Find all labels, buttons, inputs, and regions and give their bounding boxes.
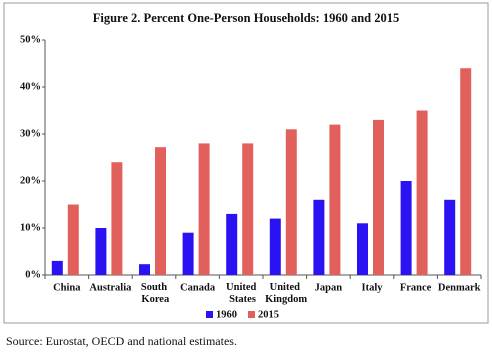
- bar: [242, 143, 254, 275]
- bar: [416, 110, 428, 275]
- bar: [51, 260, 63, 275]
- x-tick-label: United States: [226, 282, 256, 305]
- bar: [285, 129, 297, 275]
- legend-swatch: [206, 311, 213, 318]
- bar: [155, 147, 166, 275]
- x-tick-label: France: [400, 282, 432, 293]
- bar: [329, 124, 341, 275]
- bar: [111, 162, 123, 275]
- x-tick-label: Australia: [89, 282, 132, 293]
- bar: [139, 264, 150, 275]
- y-tick-label: 40%: [20, 81, 41, 92]
- legend-label: 1960: [216, 309, 237, 320]
- chart-frame: [3, 2, 489, 324]
- bar: [400, 181, 412, 275]
- x-tick-label: Denmark: [438, 282, 481, 293]
- y-tick-label: 30%: [20, 128, 41, 139]
- y-tick-label: 50%: [20, 34, 41, 45]
- x-tick-label: Canada: [180, 282, 216, 293]
- bar: [226, 213, 238, 275]
- x-tick-label: United Kingdom: [262, 282, 307, 305]
- bar: [373, 119, 384, 276]
- bar: [444, 199, 456, 275]
- x-tick-label: Japan: [315, 282, 343, 293]
- bar: [67, 204, 79, 275]
- source-note: Source: Eurostat, OECD and national esti…: [6, 334, 237, 348]
- y-tick-label: 0%: [25, 269, 41, 280]
- legend-swatch: [248, 311, 255, 318]
- bar: [460, 68, 472, 275]
- y-tick-label: 10%: [20, 222, 41, 233]
- x-tick-label: Italy: [362, 282, 384, 293]
- x-tick-label: South Korea: [139, 282, 170, 305]
- y-tick-label: 20%: [20, 175, 41, 186]
- bar: [269, 218, 281, 275]
- bar: [313, 199, 325, 275]
- chart-title: Figure 2. Percent One-Person Households:…: [93, 11, 399, 25]
- legend-label: 2015: [258, 309, 279, 320]
- bar: [198, 143, 210, 275]
- bar: [182, 232, 194, 275]
- bar: [357, 223, 368, 275]
- bar: [95, 228, 107, 275]
- x-tick-label: China: [53, 282, 81, 293]
